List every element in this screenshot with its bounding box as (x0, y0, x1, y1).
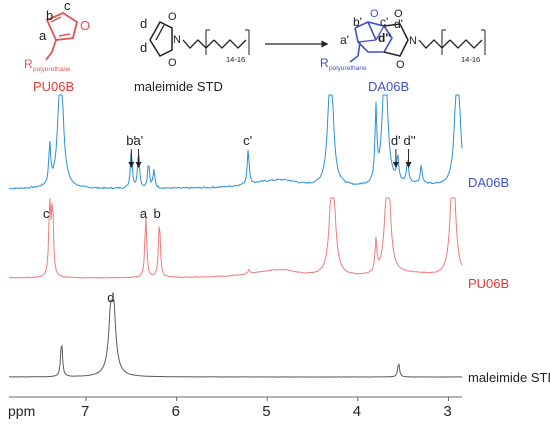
svg-text:O: O (168, 57, 177, 69)
label-a: a (39, 28, 47, 43)
x-tick-label: 7 (81, 403, 89, 420)
spectrum-pu06b: PU06B c a b (8, 197, 509, 291)
da-label-c: c' (380, 15, 388, 29)
pu-r-subscript: polyurethane (33, 66, 71, 73)
svg-text:O: O (394, 8, 403, 20)
svg-text:O: O (168, 11, 177, 23)
x-axis-label: ppm (8, 403, 35, 419)
svg-text:d: d (140, 16, 147, 31)
peak-annotation: b' (126, 133, 136, 148)
da-r-subscript: polyurethane (329, 65, 367, 72)
peak-annotation: a (140, 206, 148, 221)
structure-maleimide: O O N 14-16 d d maleimide STD (134, 11, 250, 94)
series-label: DA06B (468, 175, 509, 190)
da-label-a: a' (340, 33, 349, 47)
peak-annotation: b (153, 206, 160, 221)
peak-annotation: c' (243, 133, 252, 148)
structure-da06b: O O O N 14-16 b' c' a' d' d'' R polyuret… (320, 8, 486, 94)
series-label: PU06B (468, 276, 509, 291)
svg-text:N: N (409, 35, 417, 47)
maleimide-chain: 14-16 (226, 55, 245, 64)
spectrum-maleimide-std: maleimide STD d (8, 290, 550, 385)
da-label-d2: d'' (378, 31, 391, 45)
x-tick-label: 4 (353, 403, 361, 420)
da06b-name: DA06B (368, 79, 409, 94)
da-label-d1: d' (394, 17, 403, 31)
svg-text:O: O (396, 59, 405, 71)
svg-text:R: R (24, 57, 33, 71)
spectra-plot: DA06B b'a' c' d' d'' PU06B c a b maleimide STD d (8, 94, 550, 385)
spectrum-trace (8, 197, 463, 279)
peak-annotation: c (43, 206, 50, 221)
peak-annotation: d' (391, 133, 401, 148)
spectrum-da06b: DA06B b'a' c' d' d'' (8, 94, 509, 190)
series-label: maleimide STD (468, 370, 550, 385)
spectrum-trace (8, 299, 463, 378)
peak-annotation: d'' (404, 133, 416, 148)
ppm-axis: ppm 7 6 5 4 3 (8, 396, 462, 420)
svg-text:R: R (320, 56, 329, 70)
svg-text:N: N (173, 34, 181, 46)
pu06b-name: PU06B (33, 79, 74, 94)
svg-text:O: O (80, 18, 90, 33)
x-tick-label: 6 (172, 403, 180, 420)
svg-text:O: O (370, 8, 379, 20)
label-b: b (46, 8, 53, 23)
maleimide-name: maleimide STD (134, 79, 223, 94)
da-label-b: b' (353, 15, 362, 29)
maleimide-ring-icon (149, 21, 173, 57)
x-tick-label: 5 (262, 403, 270, 420)
peak-annotation: a' (134, 133, 144, 148)
label-c: c (64, 0, 71, 13)
svg-text:d: d (140, 40, 147, 55)
x-tick-label: 3 (443, 403, 451, 420)
spectrum-trace (8, 94, 463, 190)
furan-ring-icon (45, 11, 79, 41)
structure-pu06b: O b c a R polyurethane PU06B (24, 0, 90, 94)
da-chain: 14-16 (461, 55, 480, 64)
peak-annotation: d (107, 290, 114, 305)
